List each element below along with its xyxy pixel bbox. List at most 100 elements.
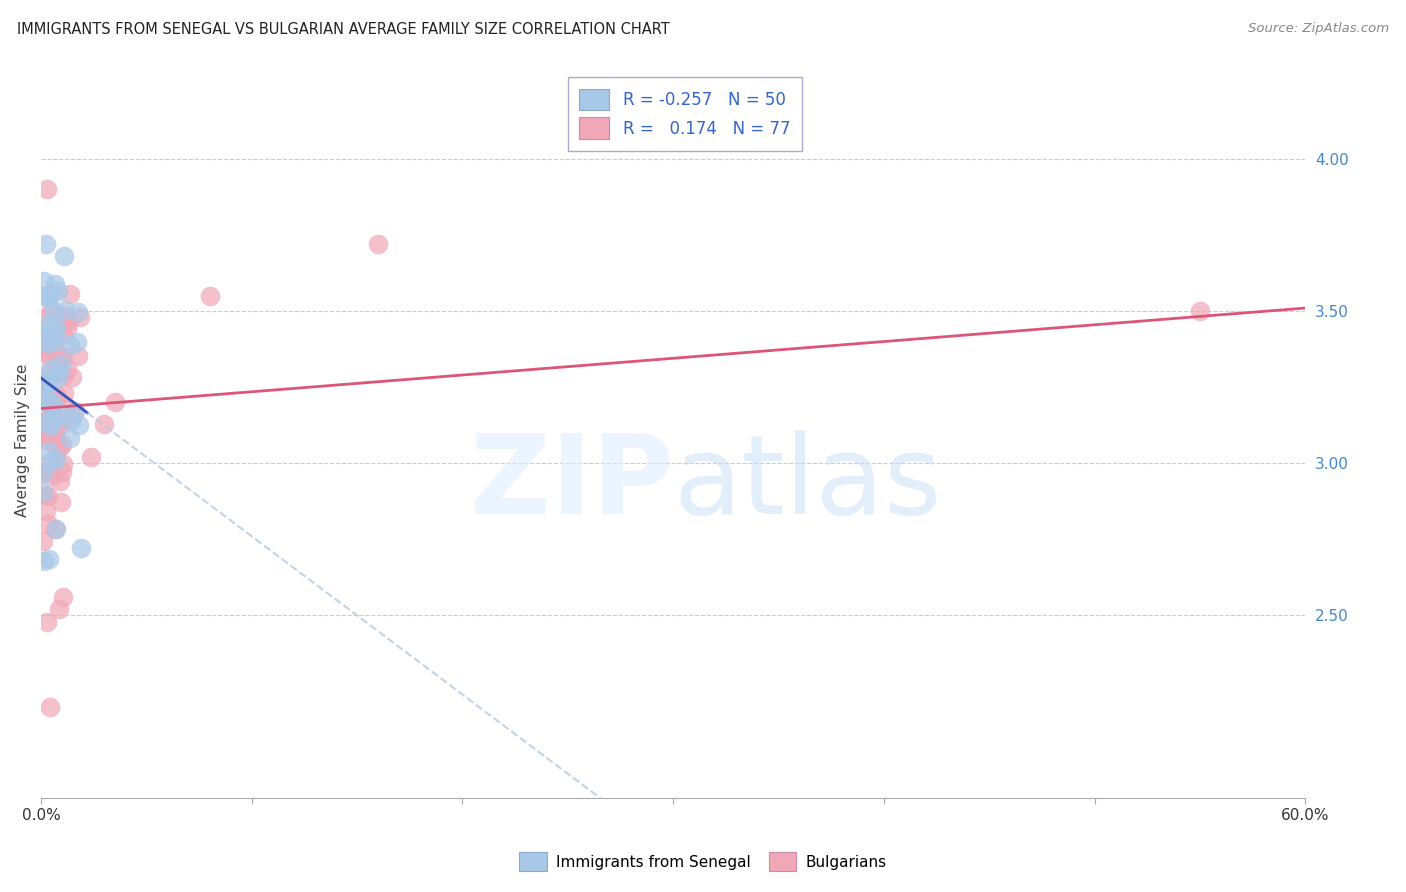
Point <box>39 454 62 468</box>
Point <box>49 409 72 424</box>
Point <box>41 425 63 440</box>
Point <box>59 287 82 301</box>
Point <box>67 305 90 319</box>
Point <box>45 326 67 340</box>
Point <box>59 338 82 352</box>
Point <box>52 457 75 471</box>
Point <box>32 345 55 359</box>
Point <box>41 428 63 442</box>
Point <box>51 357 73 371</box>
Text: IMMIGRANTS FROM SENEGAL VS BULGARIAN AVERAGE FAMILY SIZE CORRELATION CHART: IMMIGRANTS FROM SENEGAL VS BULGARIAN AVE… <box>17 22 669 37</box>
Point <box>48 440 70 454</box>
Point <box>45 441 67 455</box>
Point <box>44 522 66 536</box>
Point <box>1188 304 1211 318</box>
Point <box>41 396 63 410</box>
Point <box>39 362 62 376</box>
Legend: Immigrants from Senegal, Bulgarians: Immigrants from Senegal, Bulgarians <box>513 847 893 877</box>
Point <box>39 316 62 330</box>
Point <box>80 450 103 465</box>
Point <box>32 554 55 568</box>
Point <box>38 291 60 305</box>
Point <box>39 366 62 380</box>
Point <box>34 504 56 518</box>
Point <box>32 274 55 288</box>
Point <box>67 418 90 433</box>
Point <box>39 419 62 434</box>
Point <box>32 533 55 548</box>
Text: ZIP: ZIP <box>470 430 673 537</box>
Point <box>32 331 55 345</box>
Point <box>38 699 60 714</box>
Point <box>48 602 70 616</box>
Point <box>104 395 127 409</box>
Point <box>32 466 55 480</box>
Point <box>51 309 73 323</box>
Point <box>45 451 67 466</box>
Point <box>39 287 62 301</box>
Text: Source: ZipAtlas.com: Source: ZipAtlas.com <box>1249 22 1389 36</box>
Point <box>32 427 55 442</box>
Point <box>51 349 73 363</box>
Point <box>41 469 63 483</box>
Point <box>93 417 115 431</box>
Point <box>45 418 67 433</box>
Point <box>42 412 65 426</box>
Point <box>44 366 66 380</box>
Point <box>38 410 60 425</box>
Point <box>52 249 75 263</box>
Point <box>52 327 75 342</box>
Point <box>63 404 86 418</box>
Point <box>34 340 56 354</box>
Point <box>32 289 55 303</box>
Point <box>38 350 60 364</box>
Point <box>32 392 55 406</box>
Point <box>63 407 86 421</box>
Point <box>34 466 56 480</box>
Point <box>46 284 69 298</box>
Point <box>46 354 69 368</box>
Point <box>45 388 67 402</box>
Point <box>37 517 59 532</box>
Point <box>34 414 56 428</box>
Point <box>42 415 65 429</box>
Point <box>52 368 75 382</box>
Point <box>53 303 76 318</box>
Point <box>48 441 70 455</box>
Point <box>37 324 59 338</box>
Point <box>56 321 79 335</box>
Point <box>55 399 77 413</box>
Point <box>58 314 80 328</box>
Point <box>32 459 55 474</box>
Point <box>34 310 56 324</box>
Point <box>45 429 67 443</box>
Point <box>198 289 221 303</box>
Point <box>35 376 58 390</box>
Point <box>38 552 60 566</box>
Point <box>48 365 70 379</box>
Point <box>49 350 72 364</box>
Point <box>59 413 82 427</box>
Point <box>59 431 82 445</box>
Point <box>32 430 55 444</box>
Point <box>39 415 62 429</box>
Point <box>35 393 58 408</box>
Legend: R = -0.257   N = 50, R =   0.174   N = 77: R = -0.257 N = 50, R = 0.174 N = 77 <box>568 77 801 151</box>
Point <box>32 334 55 349</box>
Point <box>46 435 69 450</box>
Point <box>34 389 56 403</box>
Point <box>42 304 65 318</box>
Point <box>44 334 66 348</box>
Text: atlas: atlas <box>673 430 942 537</box>
Point <box>32 418 55 433</box>
Point <box>48 412 70 426</box>
Point <box>44 522 66 536</box>
Point <box>32 328 55 343</box>
Point <box>70 541 93 556</box>
Point <box>51 438 73 452</box>
Point <box>38 335 60 350</box>
Point <box>52 590 75 604</box>
Point <box>35 425 58 439</box>
Point <box>34 488 56 502</box>
Point <box>32 434 55 448</box>
